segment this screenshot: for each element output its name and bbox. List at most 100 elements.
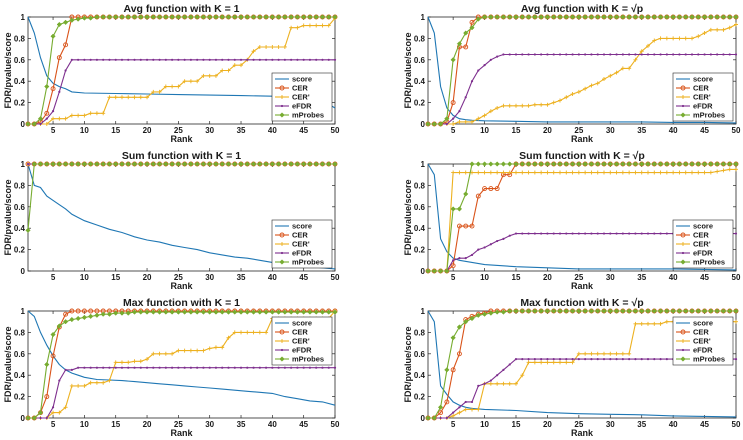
point-CERp [176,84,181,89]
point-eFDR [227,366,230,369]
point-CERp [501,103,506,108]
point-eFDR [565,232,568,235]
point-mProbes [113,161,119,167]
point-mProbes [645,14,651,20]
y-tick-label: 0.2 [414,99,426,108]
point-mProbes [81,161,88,167]
point-CERp [57,116,62,121]
point-eFDR [640,53,643,56]
point-CERp [201,73,206,78]
point-eFDR [734,232,738,235]
point-mProbes [44,361,50,368]
point-CER [450,367,456,373]
point-eFDR [196,58,199,61]
point-mProbes [213,161,219,167]
point-mProbes [720,161,727,167]
point-CERp [727,167,732,172]
point-eFDR [483,382,486,385]
point-CERp [226,68,231,73]
y-tick-label: 0.4 [14,77,26,86]
point-eFDR [283,366,286,369]
point-eFDR [114,366,117,369]
point-CERp [683,170,688,175]
point-CERp [476,116,481,121]
point-mProbes [425,415,431,421]
point-mProbes [232,161,238,167]
point-mProbes [307,14,313,20]
point-eFDR [502,53,505,56]
point-mProbes [75,315,81,322]
point-mProbes [538,161,544,167]
point-eFDR [609,232,612,235]
x-tick-label: 30 [205,126,214,135]
point-CERp [514,103,518,108]
y-tick-label: 0 [421,267,426,276]
point-CERp [576,351,581,356]
point-mProbes [263,309,269,315]
point-CERp [51,116,56,121]
legend-label-score: score [693,75,713,84]
point-mProbes [519,308,525,314]
x-tick-label: 45 [700,420,709,429]
point-CERp [188,79,193,84]
point-mProbes [613,14,620,20]
point-mProbes [100,161,106,167]
point-CERp [614,170,619,175]
point-mProbes [125,310,131,316]
point-CERp [307,23,312,28]
point-mProbes [301,161,307,167]
point-CERp [639,49,644,54]
point-eFDR [296,58,299,61]
point-mProbes [332,309,338,315]
point-CERp [63,116,68,121]
x-tick-label: 35 [637,126,646,135]
point-mProbes [437,404,444,410]
point-eFDR [120,366,124,369]
point-mProbes [437,121,444,127]
point-CERp [69,113,74,118]
point-mProbes [194,309,200,315]
point-eFDR [458,257,461,260]
point-CERp [633,57,638,62]
point-mProbes [156,309,163,315]
point-CER [494,186,500,192]
point-mProbes [144,161,150,167]
point-mProbes [282,161,288,167]
point-CERp [727,25,732,30]
point-mProbes [689,308,695,314]
point-eFDR [646,232,650,235]
point-mProbes [538,14,544,20]
point-mProbes [181,161,188,167]
series-mProbes [25,14,338,127]
x-tick-label: 20 [143,126,152,135]
point-eFDR [64,368,67,371]
point-eFDR [621,53,624,56]
x-tick-label: 5 [51,126,56,135]
point-CER [75,308,81,314]
point-mProbes [219,309,225,315]
point-eFDR [95,366,99,369]
point-CERp [507,381,512,386]
legend-marker-CER [279,85,285,91]
point-mProbes [450,335,456,341]
point-eFDR [489,243,492,246]
y-tick-label: 0.4 [414,371,426,380]
legend-label-CER: CER [693,231,709,240]
point-mProbes [263,14,269,20]
point-mProbes [69,316,75,323]
point-CERp [633,321,638,326]
point-eFDR [552,358,555,361]
x-tick-label: 25 [174,126,183,135]
point-mProbes [532,14,538,20]
point-CERp [664,319,669,324]
point-eFDR [202,58,205,61]
point-eFDR [164,58,167,61]
point-mProbes [601,14,607,20]
point-mProbes [563,308,569,314]
point-eFDR [659,358,662,361]
point-eFDR [540,232,543,235]
legend-marker-mProbes [279,356,285,362]
y-tick-label: 0.4 [14,224,26,233]
